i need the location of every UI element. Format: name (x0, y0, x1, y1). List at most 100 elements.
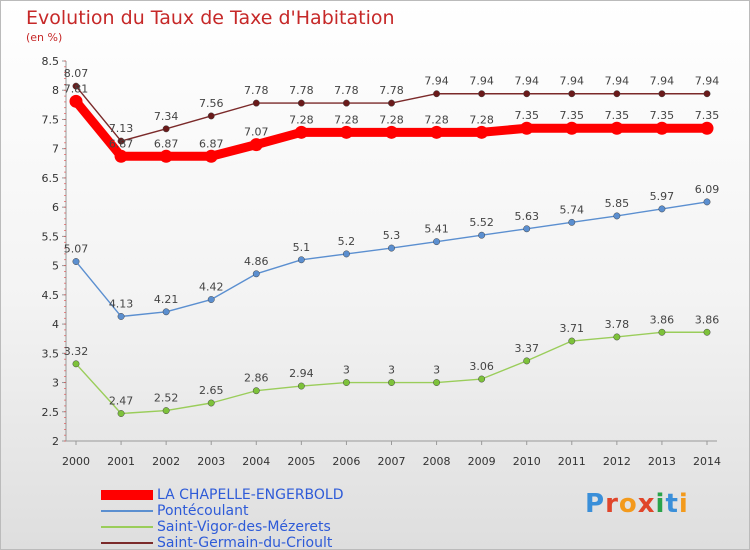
data-label: 3.86 (650, 313, 675, 326)
data-label: 4.13 (109, 297, 134, 310)
data-point (613, 212, 621, 220)
data-label: 2.94 (289, 367, 314, 380)
data-label: 5.52 (469, 216, 494, 229)
data-point (249, 138, 263, 152)
data-label: 7.35 (650, 109, 675, 122)
data-point (204, 149, 218, 163)
data-point (297, 256, 305, 264)
data-point (610, 121, 624, 135)
logo-letter: i (678, 489, 689, 519)
data-label: 3.37 (514, 342, 539, 355)
data-label: 4.21 (154, 293, 179, 306)
data-point (207, 112, 215, 120)
y-tick-label: 6.5 (42, 172, 60, 185)
legend-swatch (101, 510, 153, 512)
data-label: 7.28 (334, 113, 359, 126)
x-tick-label: 2000 (62, 455, 90, 468)
y-tick-label: 2.5 (42, 406, 60, 419)
data-point (433, 90, 441, 98)
data-point (523, 90, 531, 98)
x-tick-label: 2002 (152, 455, 180, 468)
data-point (72, 258, 80, 265)
data-label: 5.3 (383, 229, 401, 242)
data-label: 6.09 (695, 183, 720, 196)
legend-label: Pontécoulant (157, 503, 249, 519)
data-label: 4.86 (244, 255, 269, 268)
data-label: 7.94 (605, 75, 630, 88)
data-point (658, 328, 666, 336)
data-point (72, 360, 80, 368)
data-point (568, 218, 576, 226)
y-tick-label: 7.5 (42, 113, 60, 126)
data-label: 7.13 (109, 122, 134, 135)
data-label: 5.85 (605, 197, 630, 210)
x-tick-label: 2014 (693, 455, 721, 468)
data-label: 5.74 (560, 203, 585, 216)
x-tick-label: 2008 (423, 455, 451, 468)
data-label: 7.28 (469, 113, 494, 126)
data-label: 7.35 (695, 109, 720, 122)
data-label: 5.63 (514, 210, 539, 223)
data-point (117, 313, 125, 320)
data-point (72, 82, 80, 90)
logo-letter: i (655, 489, 666, 519)
data-point (565, 121, 579, 135)
data-label: 3.06 (469, 360, 494, 373)
y-tick-label: 7 (52, 143, 59, 156)
legend-item: LA CHAPELLE-ENGERBOLD (101, 487, 344, 503)
data-point (703, 198, 711, 206)
data-point (162, 125, 170, 133)
y-tick-label: 8 (52, 84, 59, 97)
data-point (520, 121, 534, 135)
data-label: 7.78 (244, 84, 269, 97)
data-label: 7.78 (334, 84, 359, 97)
data-label: 7.78 (289, 84, 314, 97)
data-label: 3 (433, 364, 440, 377)
data-label: 8.07 (64, 67, 89, 80)
y-tick-label: 5 (52, 260, 59, 273)
x-tick-label: 2007 (378, 455, 406, 468)
data-label: 3.86 (695, 313, 720, 326)
legend-swatch (101, 542, 153, 544)
data-label: 3.78 (605, 318, 630, 331)
data-point (69, 94, 83, 108)
legend-item: Saint-Germain-du-Crioult (101, 535, 344, 549)
logo-letter: o (618, 489, 638, 519)
x-tick-label: 2006 (332, 455, 360, 468)
data-label: 7.35 (514, 109, 539, 122)
data-point (162, 308, 170, 316)
y-tick-label: 2 (52, 435, 59, 448)
data-point (658, 205, 666, 213)
data-point (117, 410, 125, 417)
data-point (294, 125, 308, 139)
data-point (252, 387, 260, 395)
data-point (700, 121, 714, 135)
y-tick-label: 5.5 (42, 230, 60, 243)
x-tick-label: 2001 (107, 455, 135, 468)
data-label: 2.47 (109, 395, 134, 408)
data-label: 7.56 (199, 97, 224, 110)
x-tick-label: 2011 (558, 455, 586, 468)
data-label: 7.34 (154, 110, 179, 123)
data-label: 5.41 (424, 223, 449, 236)
data-label: 7.94 (650, 75, 675, 88)
data-point (478, 231, 486, 239)
data-label: 6.87 (154, 137, 179, 150)
legend-swatch (101, 490, 153, 500)
data-point (568, 90, 576, 98)
data-label: 2.86 (244, 372, 269, 385)
data-point (339, 125, 353, 139)
data-point (703, 90, 711, 98)
data-label: 7.28 (424, 113, 449, 126)
data-label: 2.52 (154, 392, 179, 405)
data-label: 7.94 (560, 75, 585, 88)
data-point (388, 244, 395, 252)
data-point (342, 379, 350, 386)
legend-label: LA CHAPELLE-ENGERBOLD (157, 487, 344, 503)
data-point (297, 99, 305, 107)
logo-letter: r (605, 489, 619, 519)
data-label: 7.81 (64, 82, 89, 95)
data-point (523, 357, 531, 365)
data-point (433, 238, 441, 246)
data-point (117, 137, 125, 145)
